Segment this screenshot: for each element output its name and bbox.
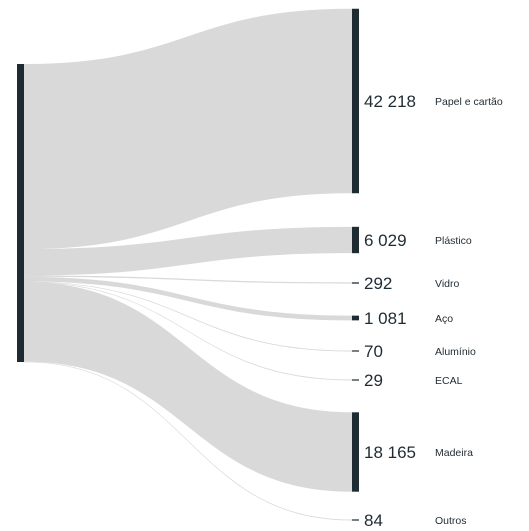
- flow-plastico: [24, 226, 352, 276]
- flow-papel-e-cartao: [24, 8, 352, 250]
- category-label-papel-e-cartao: Papel e cartão: [435, 96, 503, 108]
- value-label-outros: 84: [364, 511, 383, 530]
- flow-outros: [24, 361, 352, 521]
- value-label-vidro: 292: [364, 274, 392, 293]
- flow-aluminio: [24, 281, 352, 352]
- value-label-aluminio: 70: [364, 342, 383, 361]
- node-bar-outros: [352, 519, 359, 521]
- value-label-madeira: 18 165: [364, 443, 416, 462]
- flow-vidro: [24, 275, 352, 284]
- sankey-flows: [24, 8, 352, 521]
- category-label-aluminio: Alumínio: [435, 346, 476, 358]
- category-label-ecal: ECAL: [435, 375, 463, 387]
- source-node-bar: [17, 64, 24, 362]
- node-bar-papel-e-cartao: [352, 8, 359, 194]
- value-label-papel-e-cartao: 42 218: [364, 92, 416, 111]
- flow-ecal: [24, 281, 352, 381]
- category-label-madeira: Madeira: [435, 447, 473, 459]
- category-label-aco: Aço: [435, 313, 453, 325]
- sankey-labels: 42 218 Papel e cartão 6 029 Plástico 292 Vidr…: [364, 92, 503, 530]
- node-bar-ecal: [352, 379, 359, 381]
- value-label-ecal: 29: [364, 371, 383, 390]
- node-bar-vidro: [352, 282, 359, 284]
- flow-aco: [24, 276, 352, 321]
- value-label-aco: 1 081: [364, 309, 407, 328]
- category-label-vidro: Vidro: [435, 278, 459, 290]
- node-bar-aluminio: [352, 350, 359, 352]
- node-bar-aco: [352, 315, 359, 321]
- category-label-outros: Outros: [435, 515, 467, 527]
- sankey-nodes: [17, 8, 359, 521]
- category-label-plastico: Plástico: [435, 235, 472, 247]
- node-bar-plastico: [352, 226, 359, 254]
- value-label-plastico: 6 029: [364, 231, 407, 250]
- node-bar-madeira: [352, 412, 359, 492]
- flow-madeira: [24, 281, 352, 492]
